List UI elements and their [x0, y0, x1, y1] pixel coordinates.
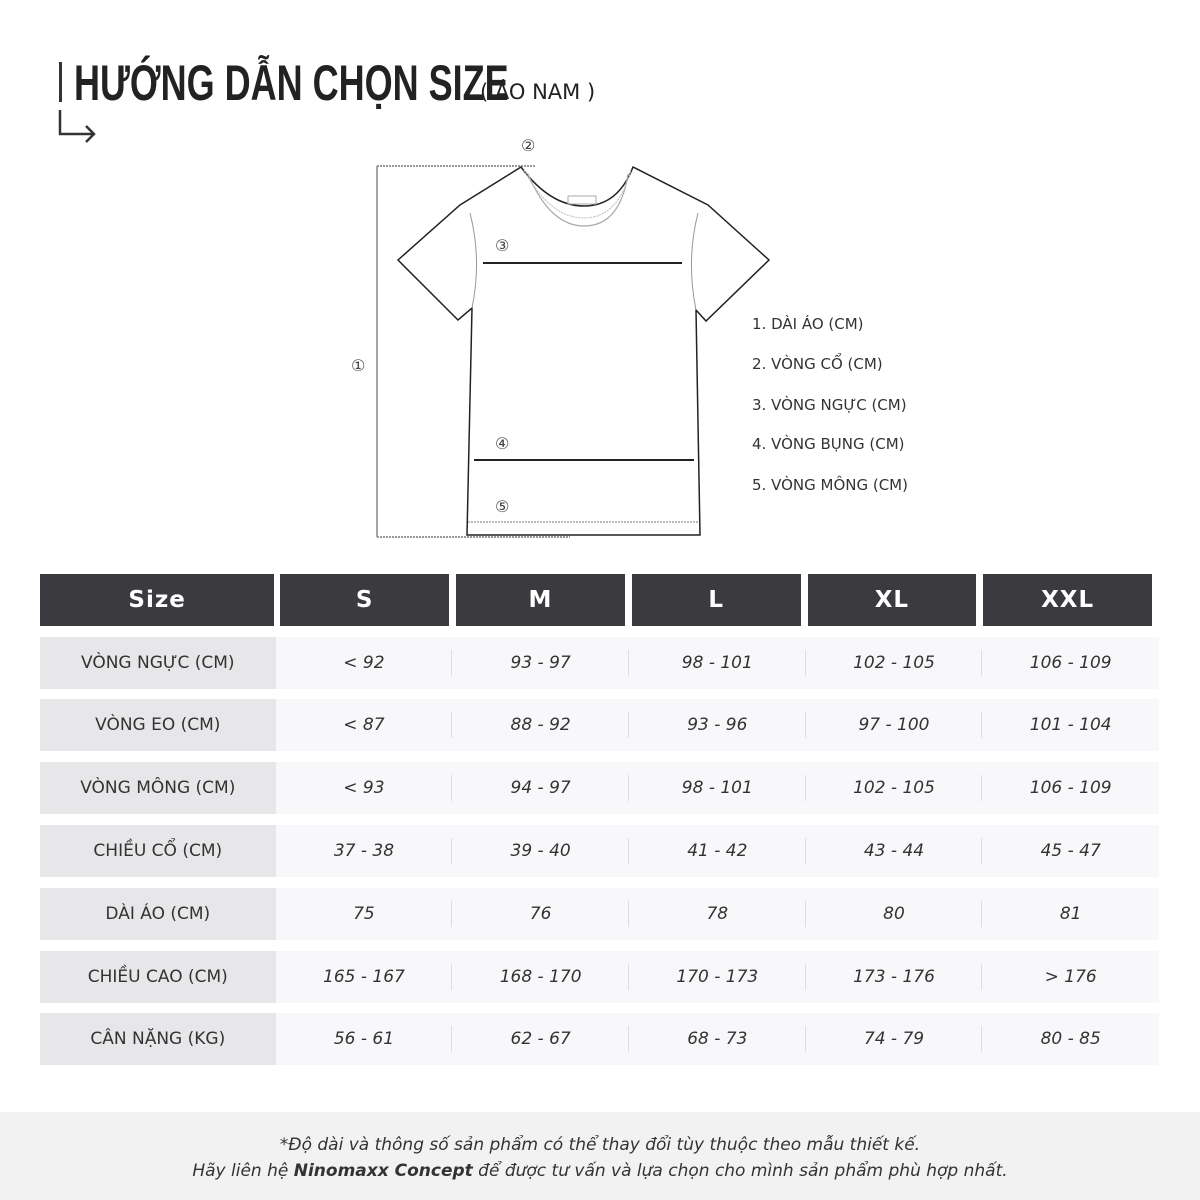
table-cell: 78 — [629, 888, 806, 940]
table-cell: 165 - 167 — [276, 951, 453, 1003]
table-row: DÀI ÁO (CM) 75 76 78 80 81 — [40, 888, 1159, 940]
tshirt-diagram — [376, 165, 771, 538]
table-cell: 56 - 61 — [276, 1013, 453, 1065]
table-cell: 173 - 176 — [806, 951, 983, 1003]
page-title: HƯỚNG DẪN CHỌN SIZE — [74, 55, 509, 111]
size-column-header: S — [280, 574, 450, 626]
marker-1: ① — [351, 356, 366, 375]
table-cell: 93 - 96 — [629, 699, 806, 751]
size-column-header: XL — [807, 574, 977, 626]
table-cell: > 176 — [1044, 967, 1097, 987]
marker-4: ④ — [495, 434, 510, 453]
legend-item: 3. VÒNG NGỰC (CM) — [752, 396, 907, 414]
table-cell: 68 - 73 — [629, 1013, 806, 1065]
table-cell: 80 - 85 — [1040, 1029, 1101, 1049]
table-cell: 41 - 42 — [629, 825, 806, 877]
table-cell: 93 - 97 — [452, 637, 629, 689]
table-cell: 74 - 79 — [806, 1013, 983, 1065]
row-label: VÒNG NGỰC (CM) — [40, 637, 276, 689]
footer-note: *Độ dài và thông số sản phẩm có thể thay… — [0, 1112, 1200, 1200]
table-cell: 37 - 38 — [276, 825, 453, 877]
table-cell: 80 — [806, 888, 983, 940]
table-row: VÒNG EO (CM) < 87 88 - 92 93 - 96 97 - 100 10… — [40, 699, 1159, 751]
row-label: CHIỀU CAO (CM) — [40, 951, 276, 1003]
table-cell: 106 - 109 — [1029, 653, 1112, 673]
table-cell: 45 - 47 — [1040, 841, 1101, 861]
marker-3: ③ — [495, 236, 510, 255]
marker-2: ② — [521, 136, 536, 155]
table-cell: < 92 — [276, 637, 453, 689]
footer-line-1: *Độ dài và thông số sản phẩm có thể thay… — [279, 1135, 921, 1155]
table-cell: 101 - 104 — [1029, 715, 1112, 735]
size-label-header: Size — [40, 574, 275, 626]
table-cell: 102 - 105 — [806, 762, 983, 814]
row-label: VÒNG MÔNG (CM) — [40, 762, 276, 814]
table-cell: 106 - 109 — [1029, 778, 1112, 798]
table-header-row: Size S M L XL XXL — [40, 574, 1159, 626]
table-cell: 76 — [452, 888, 629, 940]
table-cell: 62 - 67 — [452, 1013, 629, 1065]
table-row: VÒNG MÔNG (CM) < 93 94 - 97 98 - 101 102 - 1… — [40, 762, 1159, 814]
table-cell: 94 - 97 — [452, 762, 629, 814]
title-accent-bar — [59, 62, 62, 102]
table-cell: 39 - 40 — [452, 825, 629, 877]
table-cell: 88 - 92 — [452, 699, 629, 751]
brand-name: Ninomaxx Concept — [293, 1161, 473, 1181]
legend-item: 1. DÀI ÁO (CM) — [752, 315, 864, 333]
table-cell: 43 - 44 — [806, 825, 983, 877]
row-label: CÂN NẶNG (KG) — [40, 1013, 276, 1065]
table-cell: 170 - 173 — [629, 951, 806, 1003]
row-label: CHIỀU CỔ (CM) — [40, 825, 276, 877]
page-subtitle: ( ÁO NAM ) — [480, 80, 596, 104]
legend-item: 5. VÒNG MÔNG (CM) — [752, 476, 908, 494]
table-row: CHIỀU CỔ (CM) 37 - 38 39 - 40 41 - 42 43 - 4… — [40, 825, 1159, 877]
table-cell: 168 - 170 — [452, 951, 629, 1003]
table-cell: 98 - 101 — [629, 762, 806, 814]
table-row: CHIỀU CAO (CM) 165 - 167 168 - 170 170 - 17… — [40, 951, 1159, 1003]
table-cell: 97 - 100 — [806, 699, 983, 751]
legend-item: 4. VÒNG BỤNG (CM) — [752, 435, 905, 453]
row-label: DÀI ÁO (CM) — [40, 888, 276, 940]
table-cell: 102 - 105 — [806, 637, 983, 689]
table-cell: < 93 — [276, 762, 453, 814]
table-row: CÂN NẶNG (KG) 56 - 61 62 - 67 68 - 73 74 - 7… — [40, 1013, 1159, 1065]
table-cell: 81 — [1059, 904, 1082, 924]
table-cell: < 87 — [276, 699, 453, 751]
marker-5: ⑤ — [495, 497, 510, 516]
size-column-header: L — [631, 574, 801, 626]
table-row: VÒNG NGỰC (CM) < 92 93 - 97 98 - 101 102 - 1… — [40, 637, 1159, 689]
size-column-header: M — [456, 574, 625, 626]
footer-line-2-post: để được tư vấn và lựa chọn cho mình sản … — [472, 1161, 1008, 1181]
legend-item: 2. VÒNG CỔ (CM) — [752, 355, 883, 373]
footer-line-2: Hãy liên hệ Ninomaxx Concept để được tư … — [0, 1158, 1200, 1184]
row-label: VÒNG EO (CM) — [40, 699, 276, 751]
table-cell: 98 - 101 — [629, 637, 806, 689]
size-column-header: XXL — [983, 574, 1153, 626]
footer-line-2-pre: Hãy liên hệ — [192, 1161, 294, 1181]
arrow-turn-right-icon — [58, 110, 96, 143]
table-cell: 75 — [276, 888, 453, 940]
